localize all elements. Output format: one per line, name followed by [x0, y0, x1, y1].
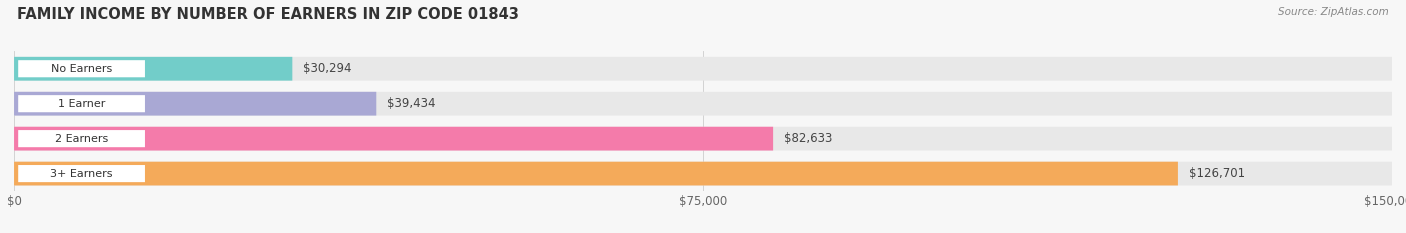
FancyBboxPatch shape — [18, 130, 145, 147]
FancyBboxPatch shape — [14, 57, 292, 81]
Text: $82,633: $82,633 — [785, 132, 832, 145]
FancyBboxPatch shape — [14, 92, 377, 116]
FancyBboxPatch shape — [14, 57, 1392, 81]
Text: $30,294: $30,294 — [304, 62, 352, 75]
Text: $39,434: $39,434 — [387, 97, 436, 110]
Text: No Earners: No Earners — [51, 64, 112, 74]
FancyBboxPatch shape — [14, 92, 1392, 116]
FancyBboxPatch shape — [18, 95, 145, 112]
FancyBboxPatch shape — [14, 162, 1392, 185]
FancyBboxPatch shape — [18, 60, 145, 77]
FancyBboxPatch shape — [18, 165, 145, 182]
Text: $126,701: $126,701 — [1189, 167, 1246, 180]
Text: 2 Earners: 2 Earners — [55, 134, 108, 144]
FancyBboxPatch shape — [14, 162, 1178, 185]
FancyBboxPatch shape — [14, 127, 1392, 151]
Text: Source: ZipAtlas.com: Source: ZipAtlas.com — [1278, 7, 1389, 17]
Text: 3+ Earners: 3+ Earners — [51, 169, 112, 178]
FancyBboxPatch shape — [14, 127, 773, 151]
Text: FAMILY INCOME BY NUMBER OF EARNERS IN ZIP CODE 01843: FAMILY INCOME BY NUMBER OF EARNERS IN ZI… — [17, 7, 519, 22]
Text: 1 Earner: 1 Earner — [58, 99, 105, 109]
